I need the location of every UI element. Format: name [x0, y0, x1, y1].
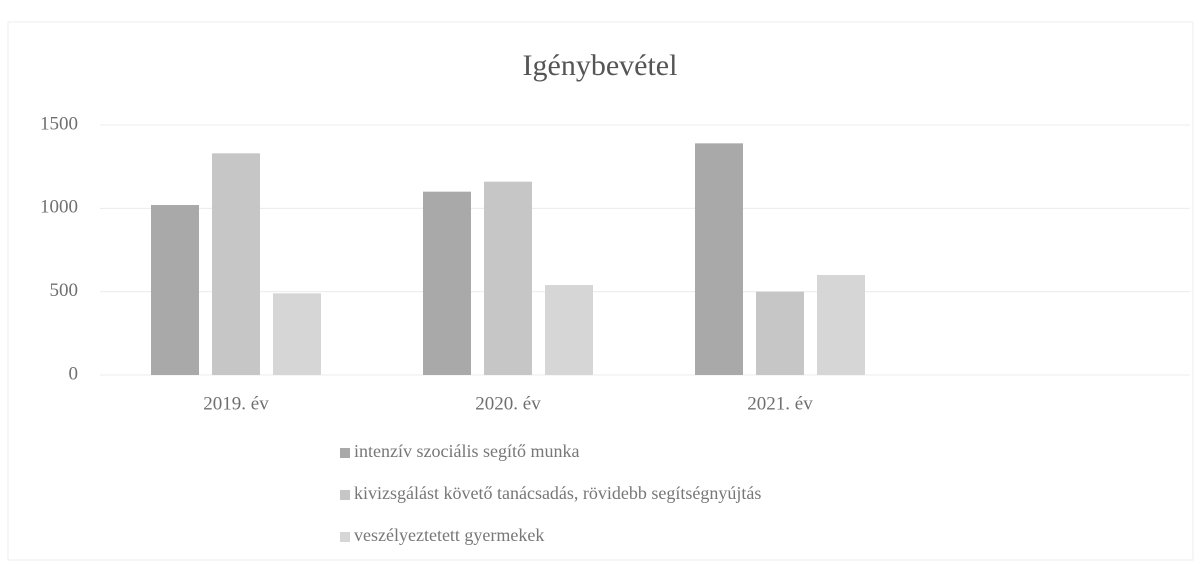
bar	[423, 191, 471, 375]
y-tick-label: 1000	[40, 197, 78, 218]
x-tick-label: 2019. év	[203, 393, 269, 414]
y-tick-label: 0	[69, 363, 79, 384]
legend-label: veszélyeztetett gyermekek	[354, 525, 544, 545]
x-tick-label: 2020. év	[475, 393, 541, 414]
y-tick-label: 500	[50, 280, 79, 301]
bar	[695, 143, 743, 375]
bar	[273, 293, 321, 375]
legend-swatch	[340, 490, 350, 500]
y-tick-label: 1500	[40, 113, 78, 134]
legend-label: intenzív szociális segítő munka	[354, 441, 579, 461]
bar	[484, 181, 532, 375]
bar	[212, 153, 260, 375]
bar	[151, 205, 199, 375]
chart-border	[7, 21, 1194, 561]
x-tick-label: 2021. év	[747, 393, 813, 414]
bar	[817, 275, 865, 375]
chart-title: Igénybevétel	[523, 49, 678, 82]
legend-label: kivizsgálást követő tanácsadás, rövidebb…	[354, 483, 761, 503]
legend-swatch	[340, 448, 350, 458]
bar	[545, 285, 593, 375]
legend-swatch	[340, 532, 350, 542]
bar	[756, 291, 804, 375]
